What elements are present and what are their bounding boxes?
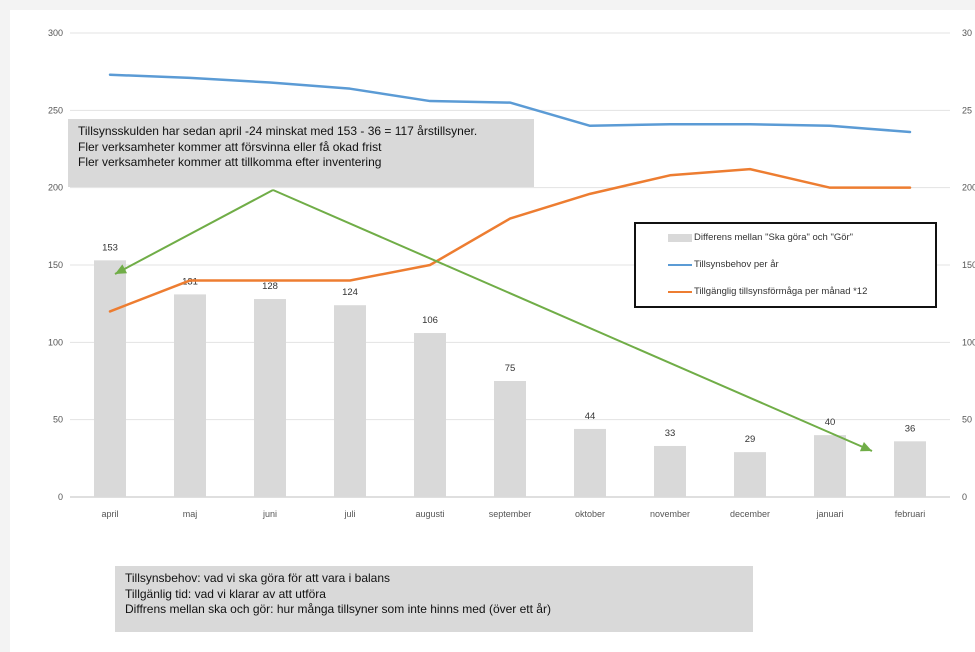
- chart-frame: [10, 10, 975, 652]
- note-bottom-line: Tillgänlig tid: vad vi klarar av att utf…: [125, 586, 326, 601]
- x-tick-label: augusti: [415, 509, 444, 519]
- note-top: Tillsynsskulden har sedan april -24 mins…: [68, 119, 534, 187]
- y-tick-label: 300: [48, 28, 63, 38]
- legend-label: Tillsynsbehov per år: [694, 259, 779, 270]
- y-tick-label: 50: [53, 415, 63, 425]
- x-tick-label: maj: [183, 509, 198, 519]
- y-axis-right: 0 50 100 150 200 25 30: [962, 28, 975, 502]
- y-tick-label-right: 100: [962, 337, 975, 347]
- note-bottom-line: Tillsynsbehov: vad vi ska göra för att v…: [125, 571, 391, 585]
- arrow-right-head: [859, 442, 872, 452]
- y-tick-label-right: 25: [962, 105, 972, 115]
- note-top-line: Fler verksamheter kommer att försvinna e…: [78, 139, 382, 154]
- x-tick-label: februari: [895, 509, 926, 519]
- y-axis-left: 0 50 100 150 200 250 300: [48, 28, 63, 502]
- tillsynsbehov-line: [108, 73, 912, 134]
- y-tick-label-right: 0: [962, 492, 967, 502]
- legend-swatch-orange: [668, 290, 692, 293]
- note-bottom-line: Diffrens mellan ska och gör: hur många t…: [125, 602, 551, 616]
- x-tick-label: november: [650, 509, 690, 519]
- legend-item-blue-line: Tillsynsbehov per år: [668, 259, 779, 270]
- bar-series: [94, 260, 926, 497]
- bar-value-label: 128: [262, 281, 278, 292]
- bar-value-label: 36: [905, 423, 916, 434]
- bar-value-label: 131: [182, 276, 198, 287]
- bar-value-label: 40: [825, 417, 836, 428]
- trend-arrows: [114, 189, 873, 452]
- y-tick-label-right: 200: [962, 183, 975, 193]
- x-axis: april maj juni juli augusti september oktober n…: [101, 509, 925, 519]
- y-tick-label: 100: [48, 337, 63, 347]
- note-top-line: Tillsynsskulden har sedan april -24 mins…: [78, 124, 478, 138]
- bar: [574, 428, 606, 497]
- x-tick-label: oktober: [575, 509, 605, 519]
- note-bottom: Tillsynsbehov: vad vi ska göra för att v…: [115, 566, 753, 632]
- y-tick-label-right: 50: [962, 415, 972, 425]
- legend-swatch-bar: [668, 233, 692, 242]
- note-top-line: Fler verksamheter kommer att tillkomma e…: [78, 155, 382, 169]
- tillganglig-line: [108, 167, 912, 313]
- line-series: [108, 73, 912, 313]
- bar: [94, 260, 126, 497]
- x-tick-label: juli: [343, 509, 355, 519]
- y-tick-label-right: 150: [962, 260, 975, 270]
- x-tick-label: juni: [262, 509, 277, 519]
- bar: [814, 435, 846, 497]
- bar: [894, 441, 926, 497]
- bar-value-label: 33: [665, 428, 676, 439]
- y-tick-label-right: 30: [962, 28, 972, 38]
- legend-item-orange-line: Tillgänglig tillsynsförmåga per månad *1…: [668, 286, 867, 297]
- bar-data-labels: 153 131 128 124 106 75 44 33 29 40 36: [102, 242, 915, 445]
- bar: [254, 299, 286, 497]
- bar: [654, 445, 686, 497]
- bar-value-label: 153: [102, 242, 118, 253]
- y-tick-label: 250: [48, 105, 63, 115]
- legend-swatch-blue: [668, 263, 692, 266]
- bar: [174, 294, 206, 497]
- bar: [494, 381, 526, 497]
- legend-label: Tillgänglig tillsynsförmåga per månad *1…: [694, 286, 868, 297]
- bar-value-label: 75: [505, 363, 516, 374]
- bar-value-label: 106: [422, 315, 438, 326]
- x-tick-label: april: [101, 509, 118, 519]
- bar: [734, 452, 766, 497]
- legend-item-bar: Differens mellan "Ska göra" och "Gör": [668, 232, 853, 243]
- bar: [414, 333, 446, 497]
- x-tick-label: september: [489, 509, 532, 519]
- legend: Differens mellan "Ska göra" och "Gör" Ti…: [634, 222, 937, 308]
- bar-value-label: 44: [585, 411, 596, 422]
- y-tick-label: 0: [58, 492, 63, 502]
- legend-label: Differens mellan "Ska göra" och "Gör": [694, 232, 854, 243]
- arrow-right: [272, 189, 873, 452]
- y-tick-label: 150: [48, 260, 63, 270]
- bar: [334, 305, 366, 497]
- bar-value-label: 124: [342, 287, 358, 298]
- arrow-left-head: [115, 264, 128, 274]
- x-tick-label: januari: [815, 509, 843, 519]
- arrow-left: [114, 189, 274, 275]
- y-tick-label: 200: [48, 183, 63, 193]
- bar-value-label: 29: [745, 434, 756, 445]
- x-tick-label: december: [730, 509, 770, 519]
